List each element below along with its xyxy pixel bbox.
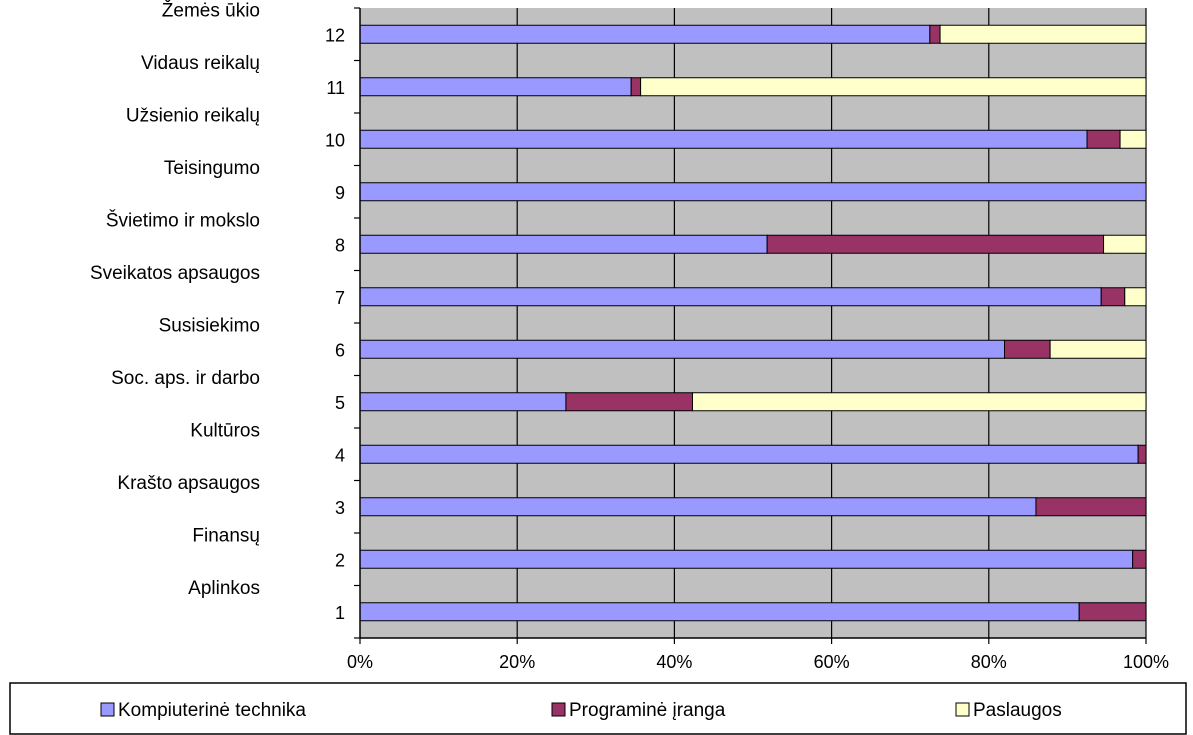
x-tick-label: 80% (971, 652, 1007, 672)
category-name-label: Sveikatos apsaugos (90, 263, 260, 284)
bar-segment-12-series-3 (939, 24, 1147, 44)
category-number-label: 10 (325, 130, 345, 150)
bar-segment-10-series-2 (1086, 129, 1121, 149)
bar-segment-2-series-2 (1132, 549, 1147, 569)
x-tick-label: 40% (656, 652, 692, 672)
category-number-label: 12 (325, 25, 345, 45)
category-number-label: 11 (326, 78, 345, 98)
legend-label-paslaugos: Paslaugos (973, 700, 1062, 721)
bar-segment-11-series-1 (359, 77, 632, 97)
category-number-label: 3 (335, 498, 345, 518)
bar-segment-7-series-3 (1124, 287, 1147, 307)
bar-segment-2-series-1 (359, 549, 1134, 569)
bar-segment-8-series-1 (359, 234, 768, 254)
category-number-label: 2 (335, 550, 345, 570)
bar-segment-3-series-1 (359, 497, 1037, 517)
legend: Kompiuterinė technika Programinė įranga … (9, 682, 1187, 735)
category-name-label: Kultūros (190, 420, 260, 441)
bar-segment-10-series-3 (1119, 129, 1147, 149)
bar-segment-11-series-2 (630, 77, 642, 97)
y-axis-ticks (354, 7, 360, 639)
plot-area (360, 8, 1146, 638)
bar-segment-12-series-2 (929, 24, 941, 44)
bar-segment-11-series-3 (640, 77, 1147, 97)
bar-segment-6-series-1 (359, 339, 1006, 359)
legend-swatch-kompiuterine (100, 702, 115, 717)
category-number-label: 5 (335, 393, 345, 413)
category-number-label: 7 (335, 288, 345, 308)
bar-segment-8-series-3 (1103, 234, 1147, 254)
category-name-label: Švietimo ir mokslo (106, 209, 260, 231)
category-number-label: 6 (335, 340, 345, 360)
bar-segment-6-series-2 (1004, 339, 1051, 359)
bar-segment-5-series-2 (565, 392, 693, 412)
bar-segment-1-series-1 (359, 602, 1080, 622)
category-name-label: Vidaus reikalų (141, 53, 260, 74)
legend-label-kompiuterine: Kompiuterinė technika (118, 700, 306, 721)
gridlines (516, 8, 1147, 638)
category-name-label: Aplinkos (188, 578, 260, 599)
category-name-labels: Aplinkos Finansų Krašto apsaugos Kultūros So… (90, 0, 260, 599)
bar-segment-3-series-2 (1035, 497, 1147, 517)
category-number-label: 1 (335, 603, 345, 623)
category-number-label: 8 (335, 235, 345, 255)
bar-segment-1-series-2 (1078, 602, 1147, 622)
legend-swatch-programine (551, 702, 566, 717)
bar-segment-5-series-3 (691, 392, 1147, 412)
bar-segment-6-series-3 (1049, 339, 1147, 359)
category-number-label: 9 (335, 183, 345, 203)
x-tick-label: 100% (1123, 652, 1169, 672)
legend-box (9, 682, 1187, 735)
category-name-label: Finansų (192, 525, 260, 546)
category-name-label: Užsienio reikalų (126, 105, 260, 126)
category-name-label: Krašto apsaugos (117, 473, 260, 494)
category-name-label: Žemės ūkio (162, 0, 260, 21)
x-axis-ticks: 0% 20% 40% 60% 80% 100% (347, 638, 1169, 672)
bar-segment-5-series-1 (359, 392, 567, 412)
bar-segment-9-series-1 (359, 182, 1147, 202)
bar-segment-7-series-2 (1100, 287, 1126, 307)
bar-segment-10-series-1 (359, 129, 1088, 149)
category-name-label: Teisingumo (164, 158, 260, 179)
bars (359, 24, 1147, 622)
bar-segment-8-series-2 (766, 234, 1105, 254)
category-name-label: Soc. aps. ir darbo (111, 368, 260, 389)
x-tick-label: 60% (814, 652, 850, 672)
bar-segment-12-series-1 (359, 24, 931, 44)
bar-segment-4-series-2 (1137, 444, 1147, 464)
x-tick-label: 20% (499, 652, 535, 672)
bar-segment-7-series-1 (359, 287, 1102, 307)
legend-swatch-paslaugos (955, 702, 970, 717)
category-name-label: Susisiekimo (159, 315, 260, 336)
category-number-label: 4 (335, 445, 345, 465)
bar-segment-4-series-1 (359, 444, 1139, 464)
legend-label-programine: Programinė įranga (569, 700, 726, 721)
x-tick-label: 0% (347, 652, 373, 672)
